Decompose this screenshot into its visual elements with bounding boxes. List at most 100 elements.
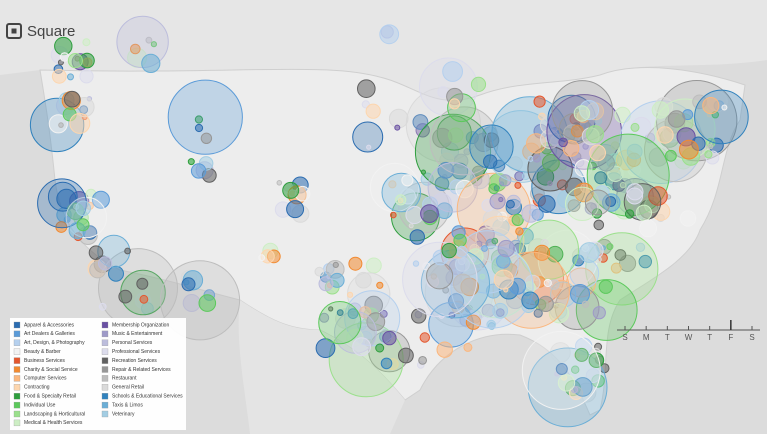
bubble (479, 273, 486, 280)
bubble (380, 357, 393, 370)
bubble (592, 306, 606, 320)
bubble (130, 43, 141, 55)
bubble (694, 89, 749, 145)
bubble (557, 374, 576, 392)
bubble (388, 180, 397, 189)
bubble (455, 179, 474, 199)
bubble (98, 302, 107, 311)
bubble (376, 281, 384, 289)
bubble (721, 104, 728, 111)
bubble (630, 122, 640, 132)
legend-swatch (101, 321, 109, 329)
bubble (408, 223, 414, 229)
bubble (426, 262, 454, 290)
bubble (452, 273, 473, 294)
bubble (488, 183, 500, 195)
bubble (412, 114, 429, 130)
bubble (514, 181, 522, 189)
bubble (108, 265, 124, 282)
bubble (318, 276, 334, 292)
bubble (575, 279, 638, 341)
bubble (594, 171, 608, 185)
bubble (465, 314, 481, 330)
bubble (550, 342, 571, 363)
bubble (88, 245, 104, 260)
bubble (651, 101, 670, 119)
bubble (365, 103, 381, 119)
bubble (51, 68, 67, 84)
bubble (515, 227, 524, 236)
bubble (200, 132, 213, 145)
legend-label: Charity & Social Service (24, 367, 78, 373)
bubble (67, 73, 74, 81)
bubble (54, 36, 73, 56)
logo: Square (6, 23, 75, 40)
bubble (610, 141, 620, 150)
bubble (48, 114, 68, 134)
bubble (648, 186, 668, 206)
bubble (412, 260, 420, 267)
legend-swatch (13, 321, 21, 329)
bubble (118, 289, 133, 304)
legend-swatch (13, 339, 21, 346)
legend-swatch (13, 375, 21, 382)
bubble (352, 121, 384, 153)
bubble (69, 112, 91, 134)
bubble (286, 200, 305, 219)
bubble (395, 194, 407, 206)
bubble (63, 90, 81, 108)
timeline-day[interactable]: T (665, 333, 670, 342)
bubble (635, 242, 646, 253)
timeline-day[interactable]: M (643, 333, 650, 342)
legend: Apparel & Accessories Art Dealers & Galle… (10, 318, 186, 430)
bubble (527, 155, 534, 162)
bubble (348, 256, 363, 271)
bubble (352, 337, 372, 357)
timeline-day[interactable]: S (749, 333, 754, 342)
legend-label: General Retail (112, 385, 144, 391)
bubble (419, 332, 430, 343)
legend-swatch (101, 410, 109, 418)
legend-label: Individual Use (24, 402, 56, 408)
bubble (497, 239, 515, 258)
timeline-day[interactable]: F (728, 333, 733, 342)
timeline-day[interactable]: W (685, 333, 693, 342)
bubble (136, 277, 149, 290)
logo-icon (6, 23, 22, 39)
bubble (398, 347, 414, 364)
bubble (187, 158, 195, 166)
bubble (607, 165, 624, 183)
legend-label: Membership Organization (112, 322, 169, 328)
legend-box (10, 318, 186, 430)
legend-label: Contracting (24, 385, 50, 391)
legend-label: Schools & Educational Services (112, 394, 183, 400)
bubble (420, 204, 439, 224)
bubble (366, 144, 372, 150)
bubble (141, 53, 161, 74)
bubble (450, 245, 534, 329)
bubble (511, 213, 524, 226)
legend-label: Repair & Related Services (112, 367, 171, 373)
bubble (379, 24, 400, 45)
legend-swatch (101, 366, 109, 373)
bubble (190, 163, 207, 179)
bubble (567, 199, 581, 213)
bubble (537, 195, 556, 213)
bubble (282, 181, 300, 199)
bubble (521, 291, 540, 310)
bubble (194, 123, 204, 133)
legend-swatch (101, 393, 109, 400)
bubble (573, 105, 591, 122)
legend-label: Computer Services (24, 376, 67, 382)
bubble (430, 273, 437, 280)
legend-swatch (13, 401, 21, 409)
bubble (555, 363, 568, 375)
legend-label: Veterinary (112, 411, 135, 417)
bubble (470, 76, 487, 93)
bubble (548, 303, 570, 324)
bubble (619, 181, 627, 189)
timeline-day[interactable]: S (622, 333, 627, 342)
bubble (704, 150, 713, 159)
timeline-day[interactable]: T (707, 333, 712, 342)
